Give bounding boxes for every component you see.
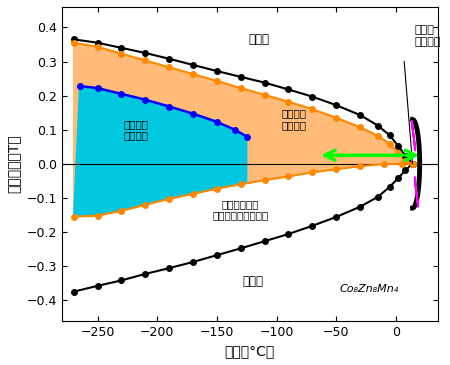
Text: 安定相
三角格子: 安定相 三角格子 [415,25,441,47]
Text: ヘリカル磁性
またはコニカル磁性: ヘリカル磁性 またはコニカル磁性 [212,199,269,220]
X-axis label: 温度（°C）: 温度（°C） [225,344,275,358]
Polygon shape [74,43,413,217]
Polygon shape [415,177,418,207]
Polygon shape [412,121,415,150]
Polygon shape [74,86,247,217]
Text: Co₈Zn₈Mn₄: Co₈Zn₈Mn₄ [340,284,399,294]
Text: 準安定相
四角格子: 準安定相 四角格子 [123,119,148,141]
Text: 強磁性: 強磁性 [242,275,263,288]
Text: 強磁性: 強磁性 [248,33,269,46]
Y-axis label: 外部磁場（T）: 外部磁場（T） [7,134,21,193]
Text: 準安定相
三角格子: 準安定相 三角格子 [282,109,307,130]
